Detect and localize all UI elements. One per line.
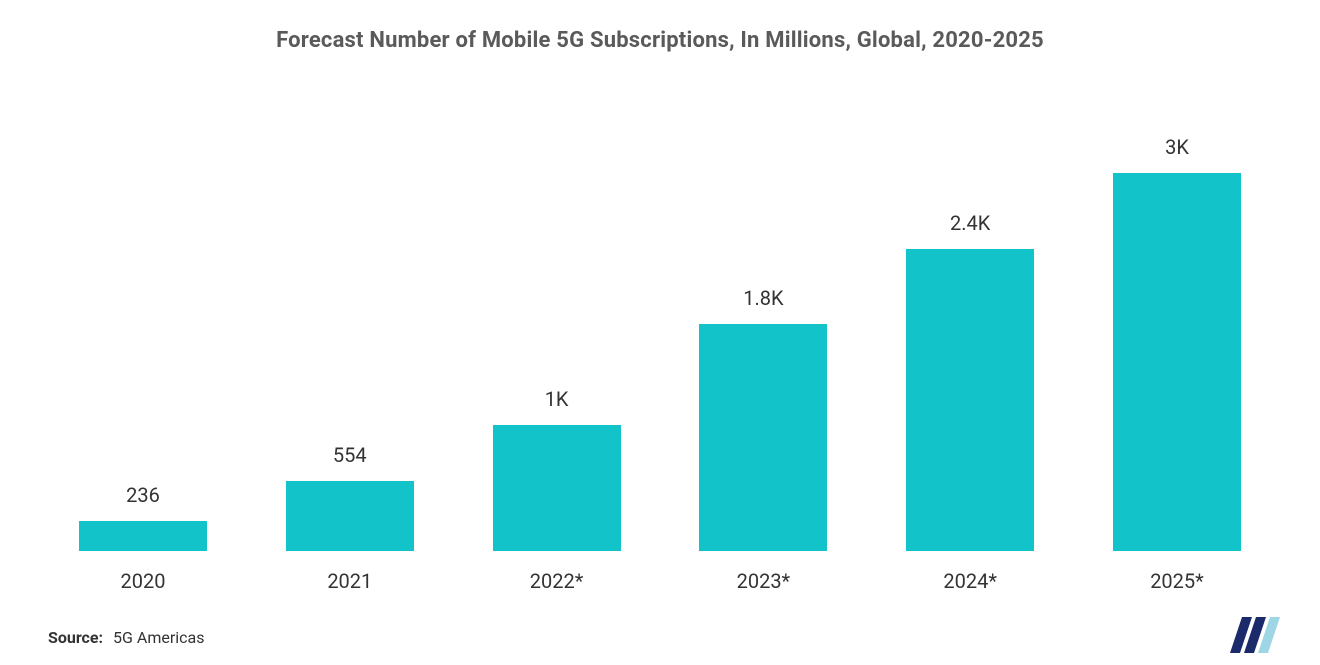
source-value: 5G Americas (113, 628, 204, 647)
chart-container: Forecast Number of Mobile 5G Subscriptio… (0, 0, 1320, 665)
bar (699, 324, 827, 551)
x-axis-label: 2022* (462, 569, 652, 593)
chart-title: Forecast Number of Mobile 5G Subscriptio… (48, 28, 1272, 53)
bar-value-label: 2.4K (950, 211, 990, 235)
bar-value-label: 554 (333, 443, 367, 467)
x-axis-label: 2023* (668, 569, 858, 593)
bar-column: 1.8K (668, 286, 858, 551)
bar (286, 481, 414, 551)
plot-area: 2365541K1.8K2.4K3K 202020212022*2023*202… (48, 123, 1272, 593)
bar-column: 1K (462, 387, 652, 551)
bar (1113, 173, 1241, 551)
source-label: Source: (48, 628, 103, 647)
bar-column: 236 (48, 483, 238, 551)
bar (906, 249, 1034, 551)
source-footer: Source: 5G Americas (48, 628, 204, 647)
bar-column: 2.4K (875, 211, 1065, 551)
bar (79, 521, 207, 551)
bar-column: 554 (255, 443, 445, 551)
x-axis-label: 2021 (255, 569, 445, 593)
bar-column: 3K (1082, 135, 1272, 551)
bar-value-label: 1.8K (743, 286, 783, 310)
bar-value-label: 3K (1165, 135, 1189, 159)
x-axis-label: 2025* (1082, 569, 1272, 593)
bar-value-label: 1K (545, 387, 569, 411)
bar (493, 425, 621, 551)
bar-value-label: 236 (126, 483, 160, 507)
x-axis-label: 2020 (48, 569, 238, 593)
x-axis-labels: 2020 2021 2022* 2023* 2024* 2025* (48, 569, 1272, 593)
bars-group: 236 554 1K 1.8K 2.4K 3K (48, 123, 1272, 551)
x-axis-label: 2024* (875, 569, 1065, 593)
brand-logo-icon (1230, 617, 1286, 653)
